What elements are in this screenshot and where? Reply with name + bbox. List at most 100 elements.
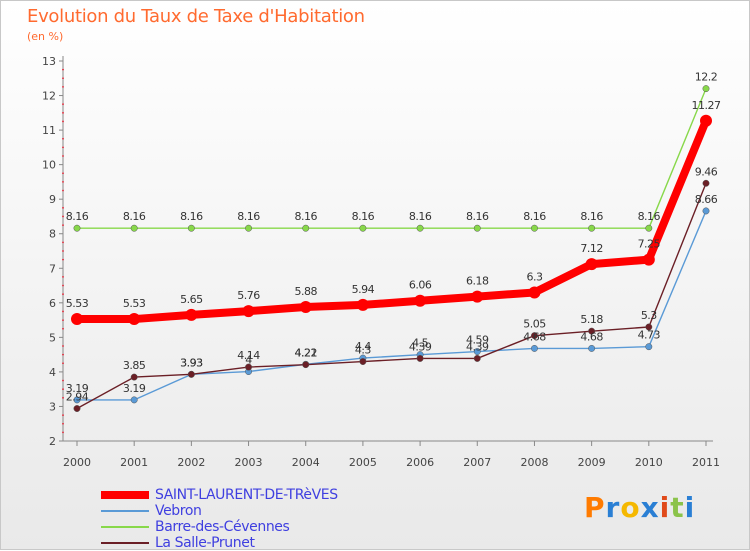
data-point [645,224,653,232]
data-label: 5.88 [294,285,317,298]
y-minor-dot [62,284,64,287]
y-minor-dot [62,103,64,106]
data-label: 4.73 [638,329,661,342]
y-minor-dot [62,431,64,434]
y-tick-label: 2 [49,435,56,448]
data-point [73,396,81,404]
data-point [416,354,424,362]
data-point [187,224,195,232]
data-label: 5.53 [66,297,89,310]
chart-title: Evolution du Taux de Taxe d'Habitation [27,6,365,27]
logo-letter: x [640,491,660,524]
data-point [702,85,710,93]
data-point [645,343,653,351]
legend: SAINT-LAURENT-DE-TRèVES Vebron Barre-des-C… [101,487,338,551]
y-minor-dot [62,120,64,123]
data-point [187,370,195,378]
y-minor-dot [62,224,64,226]
data-label: 8.16 [294,210,317,223]
y-minor-dot [62,345,64,347]
data-label: 8.16 [66,210,89,223]
legend-item: La Salle-Prunet [101,535,338,551]
y-minor-dot [62,327,64,330]
data-label: 5.53 [123,297,146,310]
y-minor-dot [62,111,64,114]
y-tick-label: 13 [42,55,56,68]
legend-label: Vebron [155,503,202,519]
y-minor-dot [62,293,64,296]
data-point [588,224,596,232]
y-tick-label: 11 [42,124,56,137]
data-label: 8.16 [466,210,489,223]
y-minor-dot [62,396,64,399]
proxiti-logo: Proxiti [584,491,695,524]
y-minor-dot [62,276,64,278]
data-label: 7.12 [580,242,603,255]
data-label: 5.3 [641,309,657,322]
data-label: 8.16 [580,210,603,223]
y-minor-dot [62,310,64,313]
data-label: 4.14 [237,349,260,362]
x-tick-label: 2004 [292,456,320,469]
series-layer [71,85,712,412]
data-point [700,114,712,127]
x-tick-label: 2001 [120,456,148,469]
data-point [302,361,310,369]
data-label: 2.94 [66,391,89,404]
x-tick-label: 2009 [578,456,606,469]
series-line-0 [73,116,710,324]
y-minor-dot [62,422,64,425]
data-label: 4.4 [355,340,371,353]
logo-letter: i [684,491,696,524]
x-tick-label: 2010 [635,456,663,469]
y-minor-dot [62,137,64,140]
data-point [528,286,541,299]
data-point [645,323,653,331]
logo-letter: P [584,491,606,524]
data-point [473,224,481,232]
data-label: 11.27 [692,99,721,112]
data-label: 6.06 [409,279,432,292]
data-point [245,224,252,232]
legend-item: SAINT-LAURENT-DE-TRèVES [101,487,338,503]
data-point [73,224,81,232]
axes: 2 3 4 5 6 7 8 9 10 11 12 13 2000 2001 2002 2003 2004 2005… [42,55,720,469]
data-point [299,300,312,313]
data-label: 6.18 [466,275,489,288]
data-point [73,405,81,412]
data-point [585,258,598,271]
data-label: 9.46 [695,165,718,178]
y-minor-dot [62,206,64,209]
data-label: 3.85 [123,359,146,372]
data-point [531,332,538,340]
data-point [356,298,369,311]
data-point [359,224,367,232]
data-point [642,253,655,266]
y-minor-dot [62,388,64,391]
data-point [302,224,310,232]
data-label: 5.18 [580,313,603,326]
y-minor-dot [62,146,64,149]
legend-label: La Salle-Prunet [155,535,255,551]
data-label: 4.39 [409,340,432,353]
y-minor-dot [62,189,64,192]
y-minor-dot [62,353,64,356]
y-minor-dot [62,155,64,157]
data-label: 5.76 [237,289,260,302]
legend-swatch [101,510,149,512]
data-label: 8.16 [180,210,203,223]
y-minor-dot [62,86,64,88]
data-point [531,344,538,352]
data-label: 4.22 [294,346,317,359]
y-minor-dot [62,319,64,321]
legend-label: SAINT-LAURENT-DE-TRèVES [155,487,338,503]
legend-item: Barre-des-Cévennes [101,519,338,535]
data-point [416,224,424,232]
y-minor-dot [62,362,64,365]
logo-letter: r [605,491,621,524]
data-label: 4.68 [580,330,603,343]
y-tick-label: 10 [42,159,56,172]
logo-letter: t [670,491,685,524]
y-minor-dot [62,68,64,71]
